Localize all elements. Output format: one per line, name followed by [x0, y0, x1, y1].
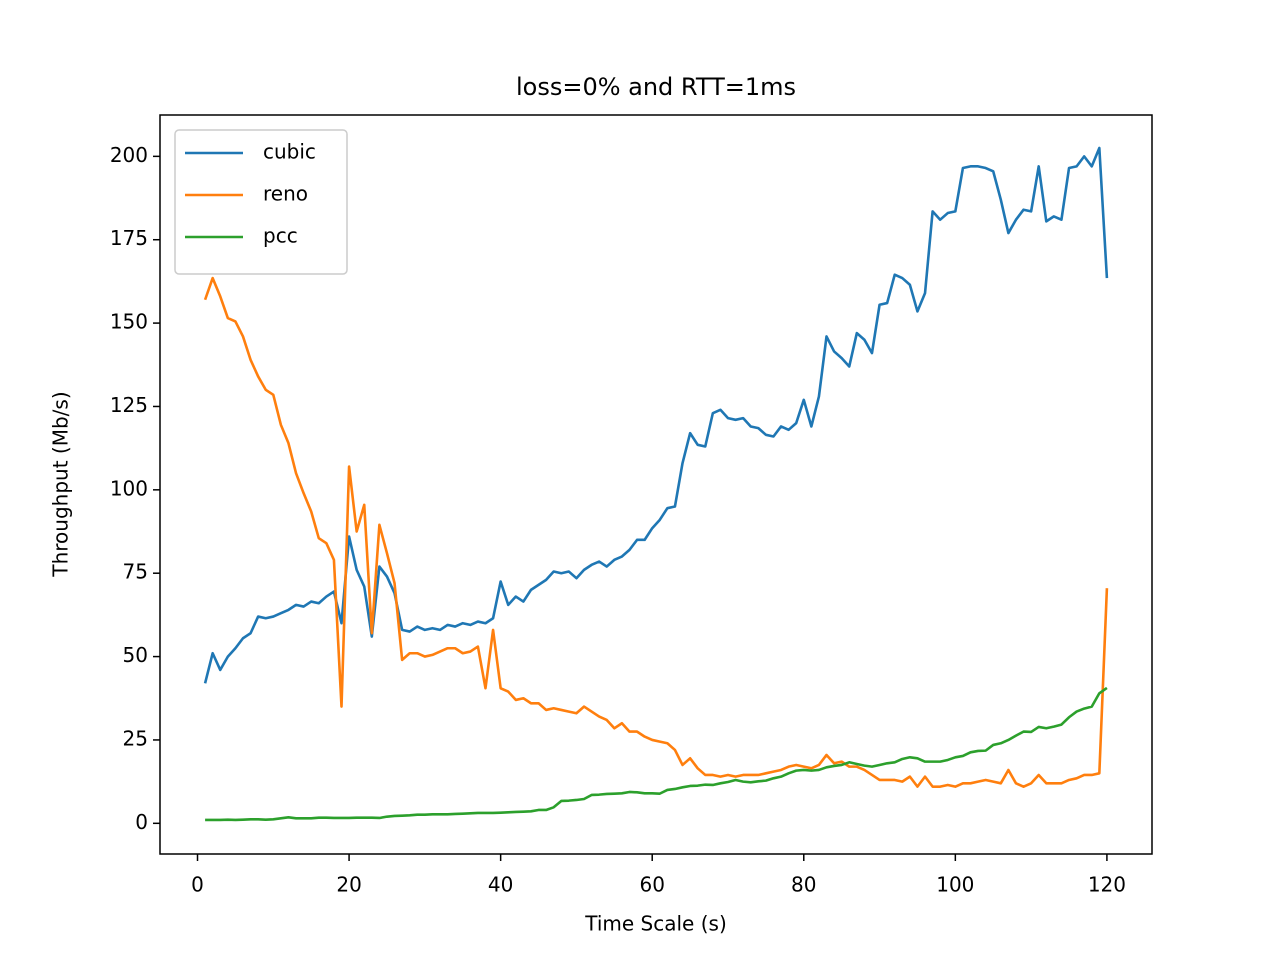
- x-tick-label: 80: [791, 873, 816, 897]
- legend-label: reno: [263, 182, 308, 206]
- legend-label: cubic: [263, 140, 316, 164]
- y-tick-label: 25: [123, 726, 148, 750]
- y-axis-label: Throughput (Mb/s): [49, 391, 73, 577]
- chart-title: loss=0% and RTT=1ms: [516, 73, 796, 101]
- x-tick-label: 100: [936, 873, 974, 897]
- plot-frame: [159, 114, 1153, 855]
- x-tick-label: 0: [191, 873, 204, 897]
- line-series: [203, 276, 1109, 788]
- x-tick-label: 40: [488, 873, 513, 897]
- line-series: [205, 686, 1108, 822]
- legend-label: pcc: [263, 224, 298, 248]
- x-tick-label: 20: [336, 873, 361, 897]
- y-tick-label: 150: [110, 310, 148, 334]
- line-series: [203, 146, 1109, 684]
- y-tick-label: 125: [110, 393, 148, 417]
- legend-box: [174, 129, 348, 275]
- y-tick-label: 0: [135, 810, 148, 834]
- y-tick-label: 75: [123, 560, 148, 584]
- y-tick-label: 175: [110, 226, 148, 250]
- x-tick-label: 120: [1088, 873, 1126, 897]
- y-tick-label: 100: [110, 476, 148, 500]
- x-axis-label: Time Scale (s): [584, 912, 727, 936]
- y-tick-label: 50: [123, 643, 148, 667]
- y-tick-label: 200: [110, 143, 148, 167]
- x-tick-label: 60: [639, 873, 664, 897]
